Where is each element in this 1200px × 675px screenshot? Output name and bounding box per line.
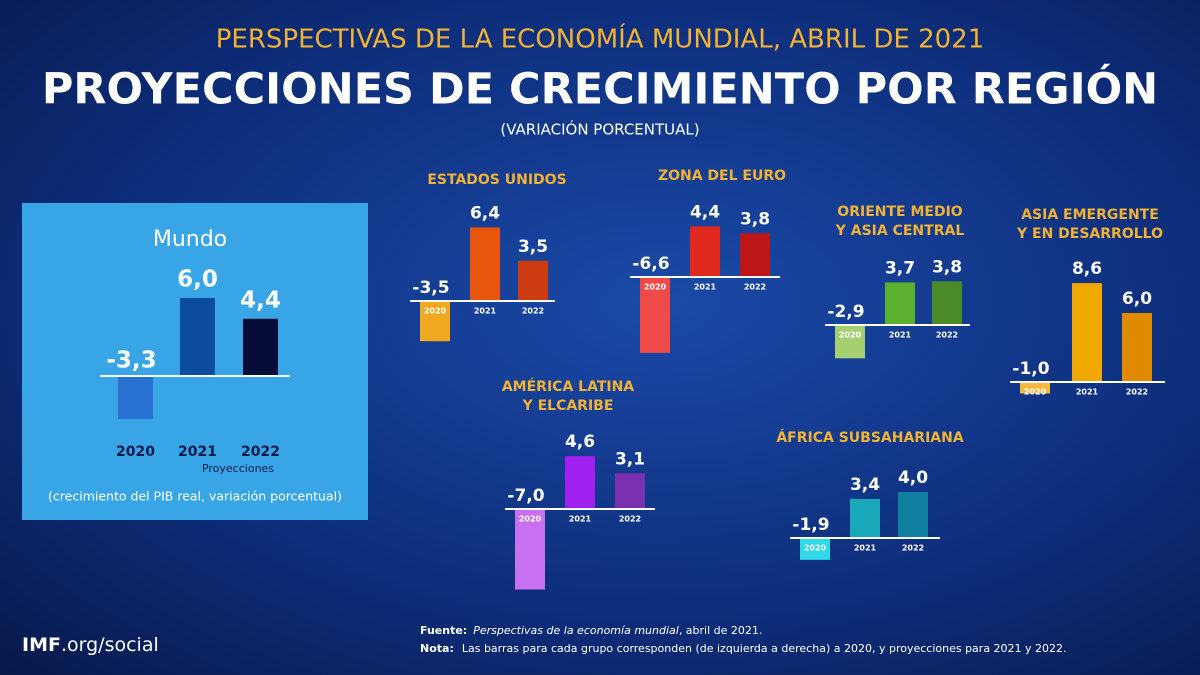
value-label: 4,4 — [240, 287, 281, 313]
chart-title: Y EN DESARROLLO — [1016, 226, 1163, 242]
bar — [515, 509, 545, 590]
category-label: 2022 — [744, 283, 766, 292]
value-label: -1,0 — [1012, 359, 1049, 379]
kicker: PERSPECTIVAS DE LA ECONOMÍA MUNDIAL, ABR… — [216, 23, 985, 55]
chart-title: ESTADOS UNIDOS — [427, 172, 566, 188]
chart-note: (crecimiento del PIB real, variación por… — [48, 489, 342, 504]
category-label: 2020 — [1024, 388, 1047, 397]
bar — [1020, 382, 1050, 394]
note-label: Nota: — [420, 642, 454, 655]
bar — [518, 260, 548, 301]
brand-rest: .org/social — [61, 634, 159, 656]
category-label: 2021 — [694, 283, 717, 292]
bar — [1072, 283, 1102, 382]
chart-title: Y ASIA CENTRAL — [835, 223, 965, 239]
bar — [118, 376, 153, 419]
category-label: 2021 — [1076, 388, 1099, 397]
category-label: 2020 — [839, 331, 862, 340]
value-label: -3,5 — [412, 278, 449, 298]
annotation: Proyecciones — [202, 462, 274, 475]
bar — [885, 282, 915, 325]
source-rest: , abril de 2021. — [679, 624, 763, 637]
category-label: 2022 — [619, 515, 641, 524]
chart-title: AMÉRICA LATINA — [502, 378, 634, 395]
subtitle: (VARIACIÓN PORCENTUAL) — [500, 120, 699, 139]
brand: IMF.org/social — [22, 634, 159, 656]
chart-title: ORIENTE MEDIO — [837, 204, 962, 220]
main-title: PROYECCIONES DE CRECIMIENTO POR REGIÓN — [42, 64, 1158, 115]
value-label: -6,6 — [632, 254, 669, 274]
value-label: 4,4 — [690, 202, 720, 222]
category-label: 2020 — [644, 283, 667, 292]
bar — [615, 473, 645, 509]
category-label: 2020 — [804, 544, 827, 553]
bar — [835, 325, 865, 359]
category-label: 2021 — [889, 331, 912, 340]
value-label: -2,9 — [827, 302, 864, 322]
chart-title: ZONA DEL EURO — [658, 168, 786, 184]
bar — [898, 492, 928, 538]
category-label: 2021 — [854, 544, 877, 553]
bar — [740, 233, 770, 277]
value-label: 3,4 — [850, 475, 880, 495]
value-label: 3,1 — [615, 449, 645, 469]
category-label: 2022 — [902, 544, 924, 553]
value-label: 4,0 — [898, 468, 928, 488]
bar — [690, 226, 720, 277]
value-label: 3,8 — [740, 209, 770, 229]
category-label: 2021 — [178, 444, 217, 460]
value-label: 3,7 — [885, 258, 915, 278]
category-label: 2022 — [1126, 388, 1148, 397]
bar — [850, 498, 880, 538]
bar — [565, 456, 595, 509]
value-label: 3,5 — [518, 237, 548, 257]
bar — [640, 277, 670, 353]
bar — [243, 318, 278, 376]
category-label: 2020 — [424, 307, 447, 316]
brand-bold: IMF — [22, 634, 61, 656]
source-title: Perspectivas de la economía mundial — [473, 624, 679, 637]
bar — [1122, 313, 1152, 382]
bar — [470, 227, 500, 301]
category-label: 2020 — [116, 444, 155, 460]
category-label: 2022 — [936, 331, 958, 340]
value-label: -3,3 — [106, 348, 156, 374]
value-label: 3,8 — [932, 257, 962, 277]
chart-title: Mundo — [153, 227, 227, 252]
value-label: 4,6 — [565, 432, 595, 452]
category-label: 2022 — [241, 444, 280, 460]
note: Nota: Las barras para cada grupo correspo… — [420, 642, 1067, 655]
chart-title: ASIA EMERGENTE — [1021, 207, 1159, 223]
source: Fuente: Perspectivas de la economía mundi… — [420, 624, 762, 637]
chart-title: ÁFRICA SUBSAHARIANA — [776, 429, 964, 446]
bar — [180, 298, 215, 376]
note-text: Las barras para cada grupo corresponden … — [462, 642, 1067, 655]
bar — [932, 281, 962, 325]
value-label: -1,9 — [792, 515, 829, 535]
value-label: -7,0 — [507, 486, 544, 506]
category-label: 2021 — [474, 307, 497, 316]
value-label: 6,0 — [1122, 289, 1152, 309]
category-label: 2022 — [522, 307, 544, 316]
value-label: 8,6 — [1072, 259, 1102, 279]
category-label: 2020 — [519, 515, 542, 524]
value-label: 6,4 — [470, 203, 500, 223]
value-label: 6,0 — [177, 267, 218, 293]
bar — [420, 301, 450, 342]
source-label: Fuente: — [420, 624, 467, 637]
category-label: 2021 — [569, 515, 592, 524]
bar — [800, 538, 830, 560]
chart-title: Y ELCARIBE — [522, 398, 614, 414]
